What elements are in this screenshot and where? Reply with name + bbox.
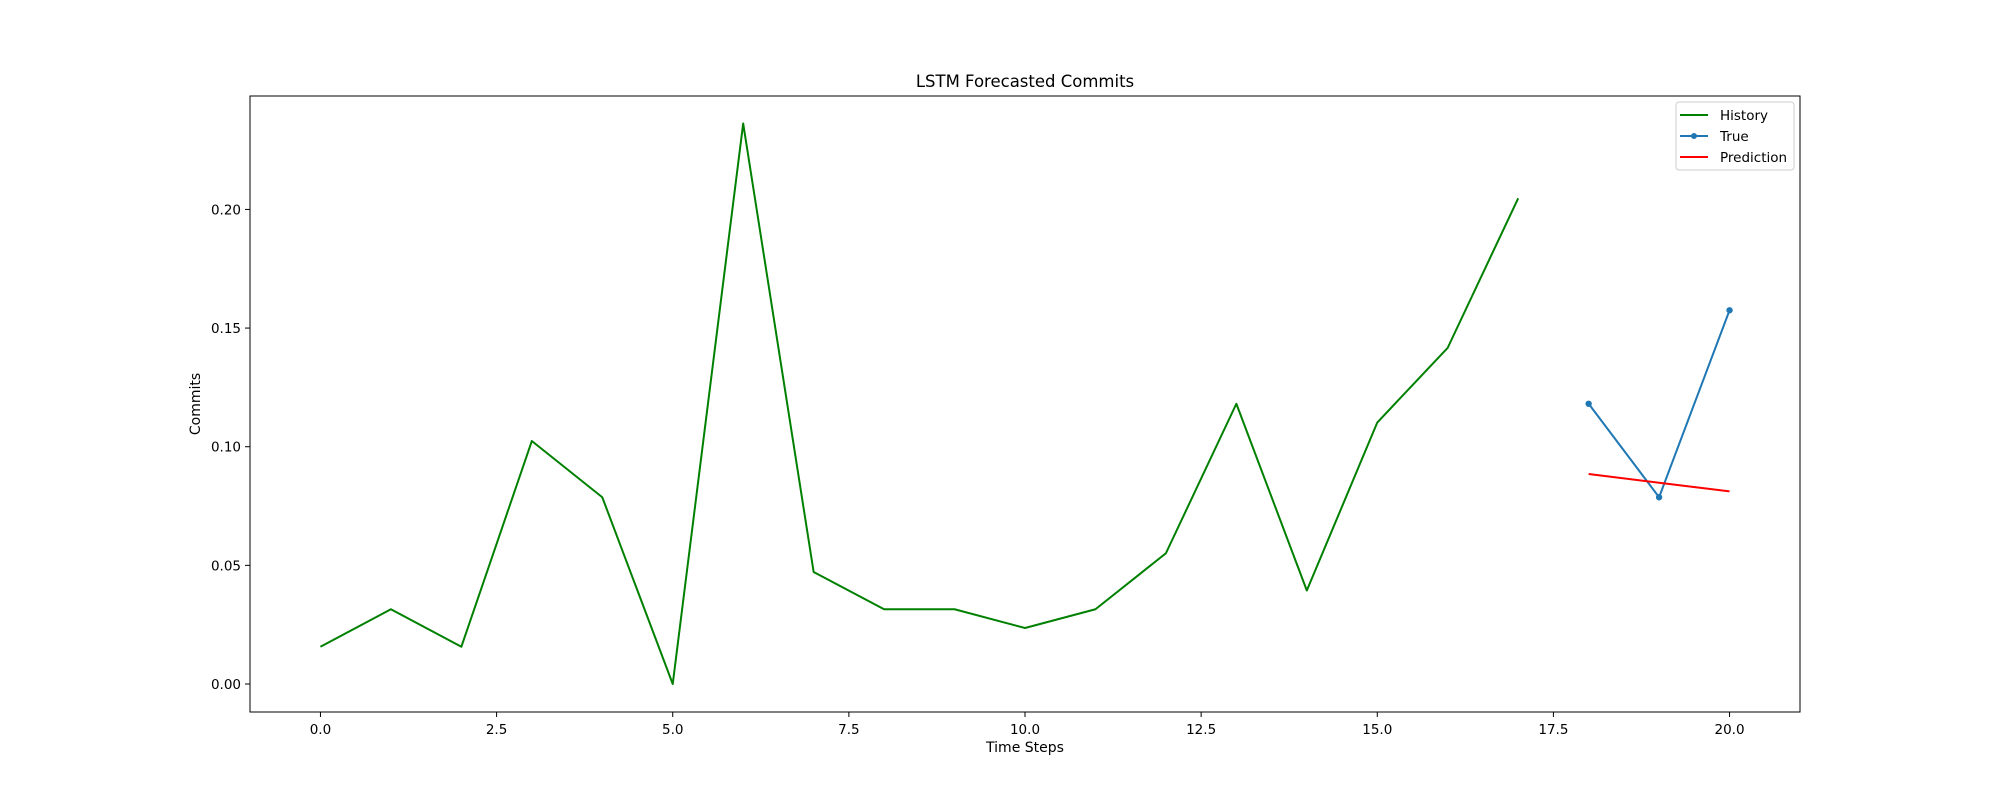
prediction-series-line [1588,473,1730,493]
x-tick-label: 7.5 [838,722,859,738]
x-tick-label: 15.0 [1362,722,1392,738]
legend-marker-true [1691,133,1697,139]
plot-series [319,122,1733,685]
x-axis-label: Time Steps [985,740,1064,756]
x-tick-label: 2.5 [486,722,507,738]
y-axis-label: Commits [188,373,204,435]
true-point [1585,400,1592,407]
x-tick-label: 12.5 [1186,722,1216,738]
y-tick-label: 0.10 [211,440,241,456]
x-axis-ticks: 0.0 2.5 5.0 7.5 10.0 12.5 15.0 17.5 20.0 [310,712,1745,738]
x-tick-label: 0.0 [310,722,331,738]
true-point [1726,307,1733,314]
legend-box [1675,101,1795,171]
legend: History True Prediction [1675,101,1795,171]
legend-label-history: History [1720,108,1768,124]
chart-title: LSTM Forecasted Commits [916,72,1134,91]
y-tick-label: 0.00 [211,677,241,693]
y-tick-label: 0.05 [211,558,241,574]
history-series-line [319,122,1520,685]
x-tick-label: 5.0 [662,722,683,738]
x-tick-label: 20.0 [1715,722,1745,738]
legend-label-true: True [1719,129,1749,145]
legend-label-prediction: Prediction [1720,150,1787,166]
y-axis-ticks: 0.00 0.05 0.10 0.15 0.20 [211,202,250,693]
true-point [1655,494,1663,501]
x-tick-label: 17.5 [1538,722,1568,738]
x-tick-label: 10.0 [1010,722,1040,738]
plot-area-frame [249,95,1801,713]
y-tick-label: 0.20 [211,202,241,218]
y-tick-label: 0.15 [211,321,241,337]
